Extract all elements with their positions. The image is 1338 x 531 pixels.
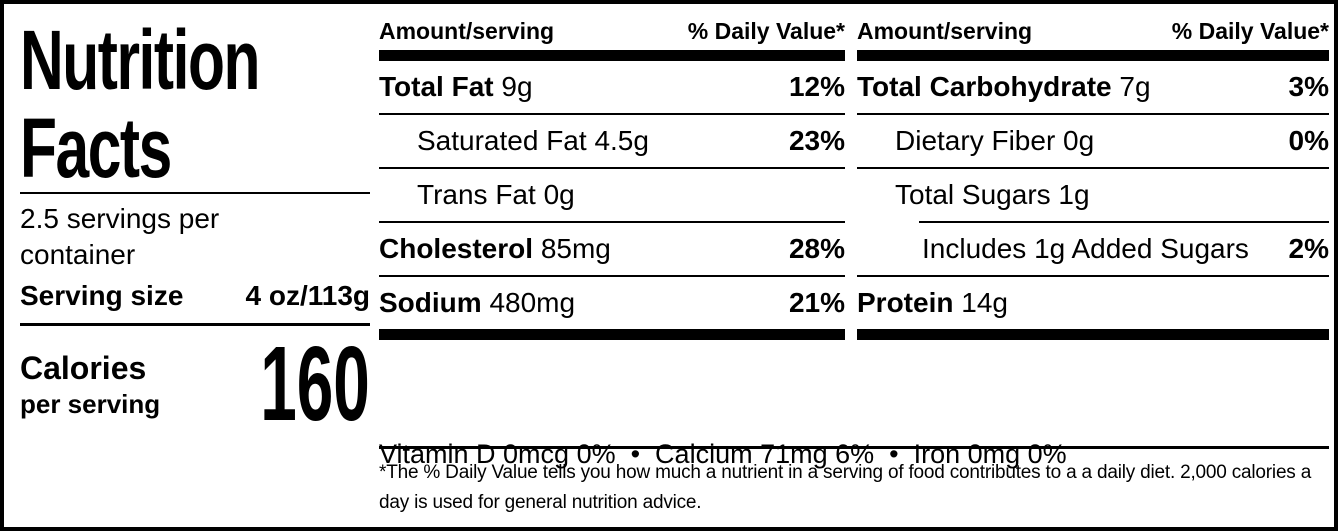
nutrient-name: Total Fat (379, 71, 494, 102)
row-total-sugars: Total Sugars 1g (857, 169, 1329, 221)
nutrient-amount: 480mg (489, 287, 576, 318)
calories-label: Calories (20, 350, 147, 386)
header-bar (857, 50, 1329, 61)
nutrient-amount: 9g (501, 71, 533, 102)
nutrient-amount: 14g (961, 287, 1008, 318)
calories-divider (20, 323, 370, 326)
row-trans-fat: Trans Fat 0g (379, 169, 845, 223)
nutrient-name: Sodium (379, 287, 482, 318)
nutrient-dv: 12% (788, 71, 845, 102)
calories-sublabel: per serving (20, 389, 161, 419)
nutrient-dv: 3% (1288, 71, 1329, 102)
nutrient-name: Protein (857, 287, 954, 318)
serving-size-row: Serving size 4 oz/113g (20, 280, 370, 312)
daily-value-header: % Daily Value* (687, 18, 845, 44)
row-total-fat: Total Fat 9g 12% (379, 61, 845, 115)
nutrient-dv: 2% (1288, 233, 1329, 264)
row-added-sugars: Includes 1g Added Sugars 2% (857, 223, 1329, 277)
nutrient-dv: 28% (788, 233, 845, 264)
title-divider (20, 192, 370, 194)
nutrient-amount: 85mg (540, 233, 611, 264)
title-line-2: Facts (20, 101, 172, 195)
calories-labels: Calories per serving (20, 348, 160, 420)
nutrient-amount: 4.5g (594, 125, 649, 156)
micronutrients-section: Vitamin D 0mcg 0% • Calcium 71mg 6% • Ir… (379, 364, 1329, 527)
nutrient-name: Trans Fat (417, 179, 536, 210)
nutrient-name: Cholesterol (379, 233, 534, 264)
row-sodium: Sodium 480mg 21% (379, 277, 845, 329)
calories-value: 160 (260, 325, 370, 443)
row-total-carbohydrate: Total Carbohydrate 7g 3% (857, 61, 1329, 115)
row-dietary-fiber: Dietary Fiber 0g 0% (857, 115, 1329, 169)
nutrient-amount: 7g (1119, 71, 1151, 102)
fat-column: Amount/serving % Daily Value* Total Fat … (379, 14, 845, 340)
added-sugars-divider (919, 221, 1329, 223)
nutrition-facts-title: Nutrition Facts (20, 16, 272, 192)
title-line-1: Nutrition (20, 13, 260, 107)
header-bar (379, 50, 845, 61)
fat-column-header: Amount/serving % Daily Value* (379, 14, 845, 50)
row-cholesterol: Cholesterol 85mg 28% (379, 223, 845, 277)
nutrient-amount: 0g (1063, 125, 1095, 156)
carb-column-header: Amount/serving % Daily Value* (857, 14, 1329, 50)
nutrient-name: Total Carbohydrate (857, 71, 1112, 102)
nutrient-name: Total Sugars (895, 179, 1051, 210)
column-end-bar (379, 329, 845, 340)
daily-value-header: % Daily Value* (1171, 18, 1329, 44)
serving-size-label: Serving size (20, 280, 184, 311)
nutrient-dv: 0% (1288, 125, 1329, 156)
nutrient-name: Dietary Fiber (895, 125, 1056, 156)
nutrient-amount: 0g (543, 179, 575, 210)
left-panel: Nutrition Facts 2.5 servings per contain… (20, 14, 370, 443)
serving-size-value: 4 oz/113g (245, 280, 370, 311)
row-saturated-fat: Saturated Fat 4.5g 23% (379, 115, 845, 169)
micronutrients-line-1: Vitamin D 0mcg 0% • Calcium 71mg 6% • Ir… (379, 439, 1067, 469)
nutrient-name: Includes 1g Added Sugars (922, 233, 1249, 264)
amount-per-serving-header: Amount/serving (857, 18, 1033, 44)
column-end-bar (857, 329, 1329, 340)
nutrient-amount: 1g (1058, 179, 1090, 210)
carb-column: Amount/serving % Daily Value* Total Carb… (857, 14, 1329, 340)
nutrient-dv: 21% (788, 287, 845, 318)
nutrient-dv: 23% (788, 125, 845, 156)
calories-row: Calories per serving 160 (20, 325, 370, 443)
servings-per-container: 2.5 servings per container (20, 203, 220, 270)
daily-value-footnote: *The % Daily Value tells you how much a … (379, 446, 1329, 518)
amount-per-serving-header: Amount/serving (379, 18, 555, 44)
row-protein: Protein 14g (857, 277, 1329, 329)
nutrient-name: Saturated Fat (417, 125, 587, 156)
